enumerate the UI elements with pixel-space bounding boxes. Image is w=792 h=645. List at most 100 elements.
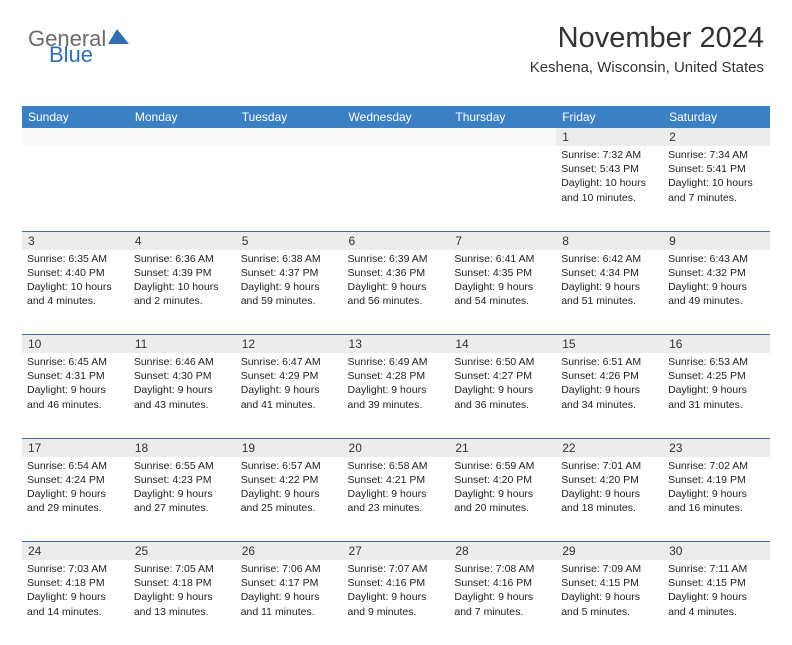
day-number: 23 xyxy=(663,438,770,457)
day-cell: Sunrise: 6:38 AMSunset: 4:37 PMDaylight:… xyxy=(236,250,343,335)
sunrise-text: Sunrise: 6:59 AM xyxy=(454,459,551,473)
daylight-text: Daylight: 9 hours and 16 minutes. xyxy=(668,487,765,515)
day-cell: Sunrise: 6:55 AMSunset: 4:23 PMDaylight:… xyxy=(129,457,236,542)
sunset-text: Sunset: 4:37 PM xyxy=(241,266,338,280)
day-number: 29 xyxy=(556,542,663,561)
daylight-text: Daylight: 9 hours and 51 minutes. xyxy=(561,280,658,308)
sunrise-text: Sunrise: 6:43 AM xyxy=(668,252,765,266)
day-number: 20 xyxy=(343,438,450,457)
day-cell: Sunrise: 7:08 AMSunset: 4:16 PMDaylight:… xyxy=(449,560,556,645)
day-cell: Sunrise: 7:05 AMSunset: 4:18 PMDaylight:… xyxy=(129,560,236,645)
sunset-text: Sunset: 4:22 PM xyxy=(241,473,338,487)
sunset-text: Sunset: 4:15 PM xyxy=(668,576,765,590)
day-number: 2 xyxy=(663,128,770,146)
day-number: 22 xyxy=(556,438,663,457)
day-number: 3 xyxy=(22,231,129,250)
sunset-text: Sunset: 4:25 PM xyxy=(668,369,765,383)
day-content-row: Sunrise: 7:32 AMSunset: 5:43 PMDaylight:… xyxy=(22,146,770,231)
sunrise-text: Sunrise: 7:06 AM xyxy=(241,562,338,576)
logo: General Blue xyxy=(28,26,129,68)
sunset-text: Sunset: 4:21 PM xyxy=(348,473,445,487)
sunrise-text: Sunrise: 6:36 AM xyxy=(134,252,231,266)
day-cell: Sunrise: 6:57 AMSunset: 4:22 PMDaylight:… xyxy=(236,457,343,542)
day-number: 11 xyxy=(129,335,236,354)
page-title: November 2024 xyxy=(530,22,764,55)
sunset-text: Sunset: 4:18 PM xyxy=(134,576,231,590)
day-number xyxy=(129,128,236,146)
calendar: SundayMondayTuesdayWednesdayThursdayFrid… xyxy=(22,106,770,645)
day-cell xyxy=(449,146,556,231)
sunset-text: Sunset: 5:41 PM xyxy=(668,162,765,176)
sunset-text: Sunset: 4:26 PM xyxy=(561,369,658,383)
sunrise-text: Sunrise: 6:38 AM xyxy=(241,252,338,266)
sunrise-text: Sunrise: 6:46 AM xyxy=(134,355,231,369)
day-number: 28 xyxy=(449,542,556,561)
day-cell: Sunrise: 6:47 AMSunset: 4:29 PMDaylight:… xyxy=(236,353,343,438)
weekday-header: Tuesday xyxy=(236,106,343,128)
sunrise-text: Sunrise: 6:58 AM xyxy=(348,459,445,473)
day-number: 21 xyxy=(449,438,556,457)
daylight-text: Daylight: 9 hours and 46 minutes. xyxy=(27,383,124,411)
day-cell: Sunrise: 7:02 AMSunset: 4:19 PMDaylight:… xyxy=(663,457,770,542)
day-number xyxy=(22,128,129,146)
day-cell: Sunrise: 6:39 AMSunset: 4:36 PMDaylight:… xyxy=(343,250,450,335)
day-cell xyxy=(343,146,450,231)
sunset-text: Sunset: 4:27 PM xyxy=(454,369,551,383)
day-cell: Sunrise: 7:03 AMSunset: 4:18 PMDaylight:… xyxy=(22,560,129,645)
daylight-text: Daylight: 9 hours and 13 minutes. xyxy=(134,590,231,618)
daylight-text: Daylight: 9 hours and 11 minutes. xyxy=(241,590,338,618)
sunrise-text: Sunrise: 6:55 AM xyxy=(134,459,231,473)
day-cell: Sunrise: 6:43 AMSunset: 4:32 PMDaylight:… xyxy=(663,250,770,335)
sunset-text: Sunset: 4:17 PM xyxy=(241,576,338,590)
day-number: 15 xyxy=(556,335,663,354)
sunrise-text: Sunrise: 7:11 AM xyxy=(668,562,765,576)
day-number-row: 24252627282930 xyxy=(22,542,770,561)
day-number: 8 xyxy=(556,231,663,250)
day-number xyxy=(449,128,556,146)
sunset-text: Sunset: 4:23 PM xyxy=(134,473,231,487)
sunset-text: Sunset: 4:36 PM xyxy=(348,266,445,280)
logo-triangle-icon xyxy=(117,29,129,44)
day-cell: Sunrise: 6:53 AMSunset: 4:25 PMDaylight:… xyxy=(663,353,770,438)
day-number: 19 xyxy=(236,438,343,457)
sunrise-text: Sunrise: 6:50 AM xyxy=(454,355,551,369)
sunrise-text: Sunrise: 6:54 AM xyxy=(27,459,124,473)
sunset-text: Sunset: 4:35 PM xyxy=(454,266,551,280)
day-cell: Sunrise: 6:42 AMSunset: 4:34 PMDaylight:… xyxy=(556,250,663,335)
day-number: 30 xyxy=(663,542,770,561)
sunset-text: Sunset: 4:24 PM xyxy=(27,473,124,487)
weekday-header: Sunday xyxy=(22,106,129,128)
day-cell: Sunrise: 7:09 AMSunset: 4:15 PMDaylight:… xyxy=(556,560,663,645)
weekday-header: Monday xyxy=(129,106,236,128)
daylight-text: Daylight: 9 hours and 36 minutes. xyxy=(454,383,551,411)
daylight-text: Daylight: 10 hours and 7 minutes. xyxy=(668,176,765,204)
daylight-text: Daylight: 9 hours and 20 minutes. xyxy=(454,487,551,515)
daylight-text: Daylight: 9 hours and 4 minutes. xyxy=(668,590,765,618)
sunset-text: Sunset: 4:15 PM xyxy=(561,576,658,590)
sunrise-text: Sunrise: 7:02 AM xyxy=(668,459,765,473)
sunset-text: Sunset: 4:19 PM xyxy=(668,473,765,487)
daylight-text: Daylight: 9 hours and 34 minutes. xyxy=(561,383,658,411)
day-number: 25 xyxy=(129,542,236,561)
day-cell: Sunrise: 6:46 AMSunset: 4:30 PMDaylight:… xyxy=(129,353,236,438)
sunset-text: Sunset: 4:16 PM xyxy=(348,576,445,590)
sunrise-text: Sunrise: 6:35 AM xyxy=(27,252,124,266)
day-cell: Sunrise: 6:36 AMSunset: 4:39 PMDaylight:… xyxy=(129,250,236,335)
daylight-text: Daylight: 9 hours and 59 minutes. xyxy=(241,280,338,308)
day-cell xyxy=(236,146,343,231)
weekday-header: Thursday xyxy=(449,106,556,128)
daylight-text: Daylight: 9 hours and 27 minutes. xyxy=(134,487,231,515)
sunrise-text: Sunrise: 6:42 AM xyxy=(561,252,658,266)
daylight-text: Daylight: 9 hours and 18 minutes. xyxy=(561,487,658,515)
day-number-row: 12 xyxy=(22,128,770,146)
day-number: 9 xyxy=(663,231,770,250)
day-content-row: Sunrise: 7:03 AMSunset: 4:18 PMDaylight:… xyxy=(22,560,770,645)
sunrise-text: Sunrise: 7:09 AM xyxy=(561,562,658,576)
day-cell: Sunrise: 7:07 AMSunset: 4:16 PMDaylight:… xyxy=(343,560,450,645)
daylight-text: Daylight: 9 hours and 5 minutes. xyxy=(561,590,658,618)
weekday-header: Friday xyxy=(556,106,663,128)
daylight-text: Daylight: 10 hours and 10 minutes. xyxy=(561,176,658,204)
day-cell: Sunrise: 6:54 AMSunset: 4:24 PMDaylight:… xyxy=(22,457,129,542)
day-cell: Sunrise: 6:59 AMSunset: 4:20 PMDaylight:… xyxy=(449,457,556,542)
day-content-row: Sunrise: 6:54 AMSunset: 4:24 PM Daylight:… xyxy=(22,457,770,542)
